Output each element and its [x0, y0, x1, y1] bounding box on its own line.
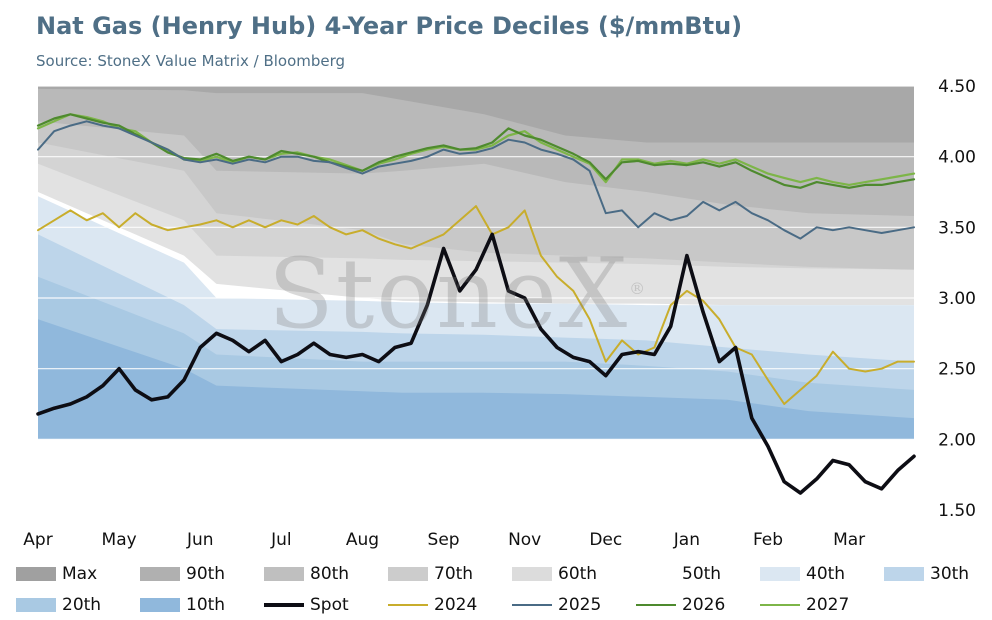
series-line-spot [36, 232, 916, 495]
legend-label: Spot [310, 595, 349, 615]
legend-swatch [512, 604, 552, 606]
series-line-2026 [36, 113, 916, 189]
legend-label: 10th [186, 595, 226, 615]
legend-item-10th: 10th [140, 593, 225, 617]
x-tick-label: Jun [186, 530, 214, 550]
x-tick-label: Feb [753, 530, 783, 550]
legend-label: 70th [434, 564, 474, 584]
y-tick-label: 2.00 [938, 430, 976, 450]
registered-mark: ® [629, 279, 648, 298]
series-line-2024 [37, 205, 915, 405]
legend-label: 90th [186, 564, 226, 584]
x-tick-label: Jul [270, 530, 292, 550]
x-tick-label: Sep [428, 530, 460, 550]
legend-swatch [140, 567, 180, 581]
legend-swatch [512, 567, 552, 581]
legend-label: 20th [62, 595, 102, 615]
x-tick-label: Apr [23, 530, 52, 550]
y-tick-label: 2.50 [938, 360, 976, 380]
legend-swatch [388, 567, 428, 581]
legend-label: 40th [806, 564, 846, 584]
legend-label: 80th [310, 564, 350, 584]
legend-item-90th: 90th [140, 562, 225, 586]
legend-item-2024: 2024 [388, 593, 477, 617]
legend-swatch [884, 567, 924, 581]
decile-band-min [38, 439, 914, 510]
x-tick-label: Mar [833, 530, 865, 550]
watermark-text: StoneX [268, 238, 630, 350]
legend-label: 60th [558, 564, 598, 584]
chart-title: Nat Gas (Henry Hub) 4-Year Price Deciles… [36, 12, 743, 40]
x-tick-label: Jan [673, 530, 700, 550]
y-tick-label: 1.50 [938, 501, 976, 521]
legend-label: 2024 [434, 595, 478, 615]
x-tick-label: Dec [589, 530, 622, 550]
legend-swatch [760, 567, 800, 581]
x-tick-label: May [102, 530, 137, 550]
legend-label: 2026 [682, 595, 726, 615]
legend-swatch [264, 603, 304, 607]
legend-label: 50th [682, 564, 722, 584]
legend-swatch [264, 567, 304, 581]
legend-swatch [16, 567, 56, 581]
series-line-2025 [37, 120, 915, 240]
legend-item-2025: 2025 [512, 593, 601, 617]
legend-label: Max [62, 564, 98, 584]
x-tick-label: Nov [508, 530, 541, 550]
legend-item-2027: 2027 [760, 593, 849, 617]
legend-item-50th: 50th [636, 562, 721, 586]
legend-swatch [16, 598, 56, 612]
legend-swatch [636, 604, 676, 606]
y-tick-label: 3.00 [938, 289, 976, 309]
legend-item-80th: 80th [264, 562, 349, 586]
legend-swatch [140, 598, 180, 612]
stonex-watermark: StoneX® [268, 238, 647, 350]
legend-swatch [388, 604, 428, 606]
legend-item-70th: 70th [388, 562, 473, 586]
legend-item-60th: 60th [512, 562, 597, 586]
legend-label: 2025 [558, 595, 602, 615]
chart-subtitle: Source: StoneX Value Matrix / Bloomberg [36, 52, 346, 70]
x-tick-label: Aug [346, 530, 379, 550]
legend-item-max: Max [16, 562, 97, 586]
y-tick-label: 4.50 [938, 77, 976, 97]
legend-label: 30th [930, 564, 970, 584]
legend-item-30th: 30th [884, 562, 969, 586]
legend-item-spot: Spot [264, 593, 349, 617]
legend-item-40th: 40th [760, 562, 845, 586]
legend-item-2026: 2026 [636, 593, 725, 617]
legend-swatch [760, 604, 800, 606]
y-tick-label: 4.00 [938, 148, 976, 168]
legend-item-20th: 20th [16, 593, 101, 617]
legend-swatch [636, 567, 676, 581]
y-tick-label: 3.50 [938, 218, 976, 238]
legend-label: 2027 [806, 595, 850, 615]
